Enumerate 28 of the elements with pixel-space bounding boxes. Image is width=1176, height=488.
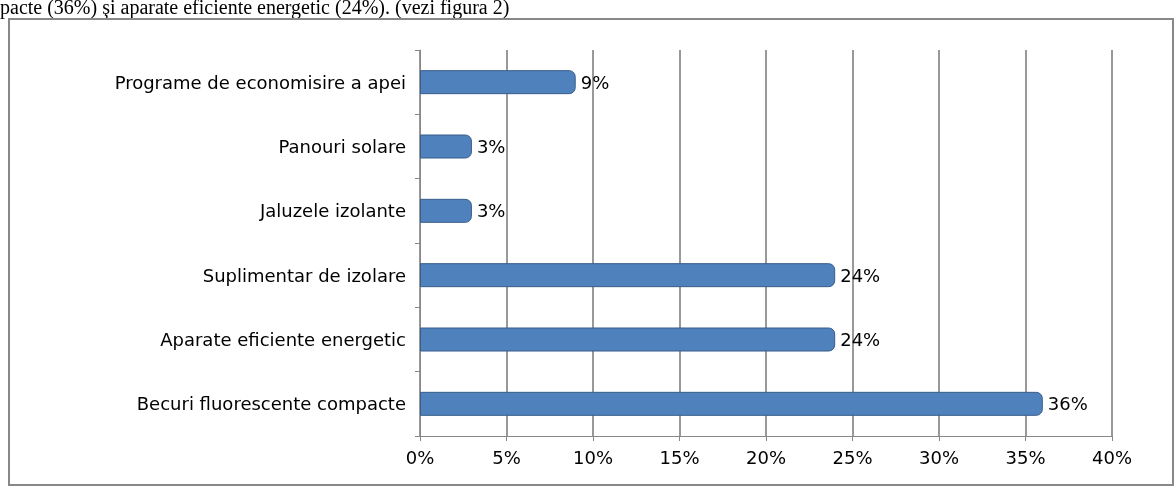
x-tick-label: 5%	[492, 446, 521, 468]
bar	[420, 134, 472, 159]
x-tick-label: 40%	[1091, 446, 1133, 468]
bar	[420, 327, 836, 352]
data-label: 3%	[476, 200, 506, 222]
x-tick-label: 25%	[832, 446, 873, 468]
x-tick-label: 20%	[745, 446, 787, 468]
text: pacte (36%) şi aparate eficiente energetic (24%). (vezi figura 2)	[0, 0, 510, 19]
data-label: 24%	[840, 329, 881, 350]
x-tick-label: 0%	[405, 446, 435, 468]
bar	[420, 70, 576, 95]
x-tick-label: 30%	[918, 446, 960, 468]
bar	[420, 263, 836, 288]
data-label: 9%	[580, 71, 610, 93]
y-tick-label: Aparate eficiente energetic	[160, 329, 406, 350]
bar	[420, 198, 472, 223]
y-tick-label: Suplimentar de izolare	[202, 264, 406, 286]
y-tick-label: Programe de economisire a apei	[114, 71, 406, 93]
bar	[420, 391, 1043, 416]
x-tick-label: 15%	[659, 446, 700, 468]
y-tick-label: Jaluzele izolante	[258, 200, 406, 222]
data-label: 3%	[476, 136, 506, 157]
y-tick-label: Panouri solare	[278, 136, 406, 157]
data-label: 36%	[1047, 393, 1088, 415]
x-tick-label: 35%	[1005, 446, 1046, 468]
y-tick-label: Becuri fluorescente compacte	[136, 393, 406, 415]
x-tick-label: 10%	[572, 446, 614, 468]
data-label: 24%	[840, 264, 881, 286]
